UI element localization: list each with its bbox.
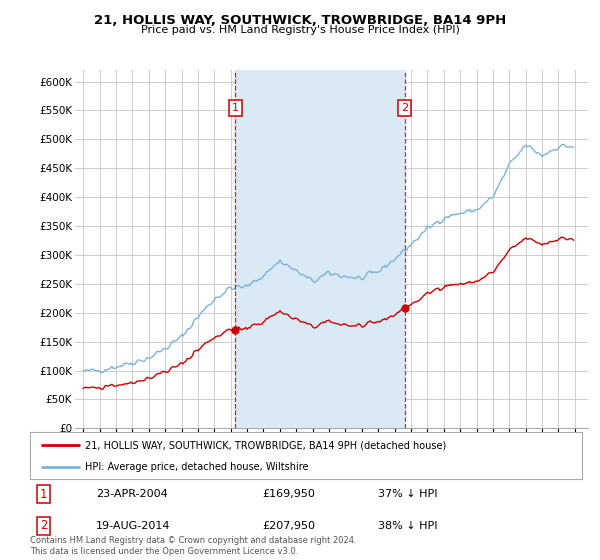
Text: 2: 2 — [401, 102, 409, 113]
Text: 19-AUG-2014: 19-AUG-2014 — [96, 521, 171, 531]
Text: 21, HOLLIS WAY, SOUTHWICK, TROWBRIDGE, BA14 9PH (detached house): 21, HOLLIS WAY, SOUTHWICK, TROWBRIDGE, B… — [85, 440, 446, 450]
Text: HPI: Average price, detached house, Wiltshire: HPI: Average price, detached house, Wilt… — [85, 462, 309, 472]
Text: 21, HOLLIS WAY, SOUTHWICK, TROWBRIDGE, BA14 9PH: 21, HOLLIS WAY, SOUTHWICK, TROWBRIDGE, B… — [94, 14, 506, 27]
Text: 37% ↓ HPI: 37% ↓ HPI — [378, 489, 437, 500]
Text: 2: 2 — [40, 519, 47, 532]
Bar — [235, 70, 405, 428]
Text: 38% ↓ HPI: 38% ↓ HPI — [378, 521, 437, 531]
Text: £169,950: £169,950 — [262, 489, 315, 500]
Text: 1: 1 — [40, 488, 47, 501]
Text: Price paid vs. HM Land Registry's House Price Index (HPI): Price paid vs. HM Land Registry's House … — [140, 25, 460, 35]
Text: 1: 1 — [232, 102, 239, 113]
Text: 23-APR-2004: 23-APR-2004 — [96, 489, 168, 500]
Text: Contains HM Land Registry data © Crown copyright and database right 2024.
This d: Contains HM Land Registry data © Crown c… — [30, 536, 356, 556]
Text: £207,950: £207,950 — [262, 521, 315, 531]
